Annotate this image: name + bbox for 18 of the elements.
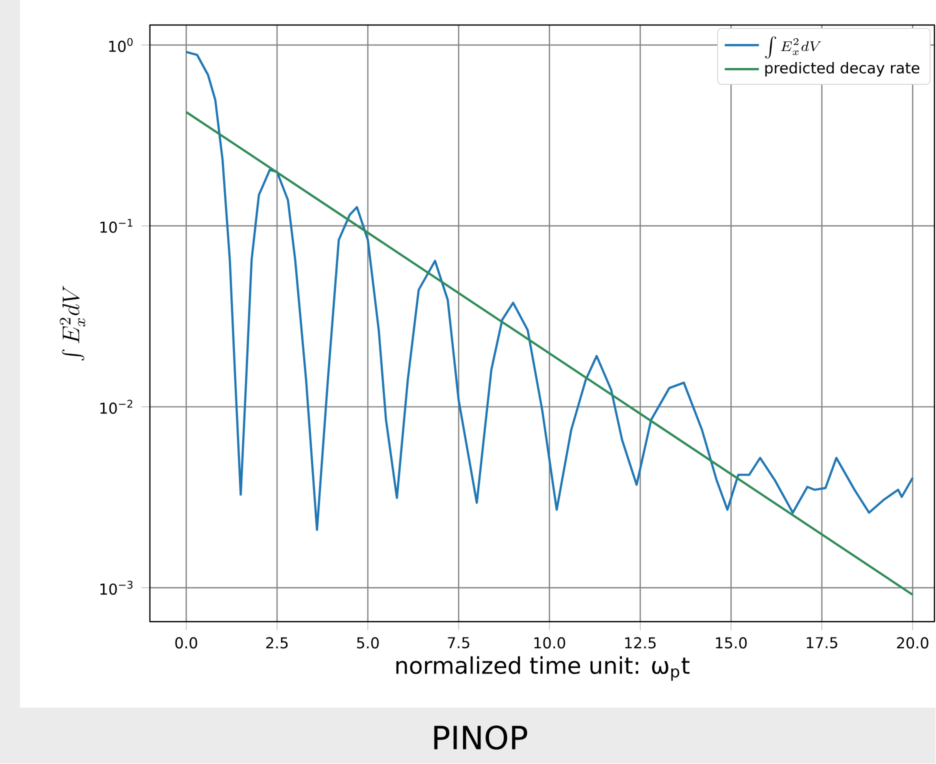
x-axis-title: normalized time unit: ω$_{p}$t <box>396 656 690 681</box>
legend-label: predicted decay rate <box>765 62 920 77</box>
x-tick-label: 7.5 <box>448 637 470 649</box>
y-tick-label: 10$^{−1}$ <box>100 219 132 234</box>
y-tick-label: 10$^{−2}$ <box>100 400 132 414</box>
x-tick-label: 12.5 <box>625 637 656 649</box>
y-tick-label: 10$^{0}$ <box>109 38 133 52</box>
text: PINOP <box>434 726 528 750</box>
y-tick-label: 10$^{−3}$ <box>100 580 132 596</box>
x-tick-label: 17.5 <box>806 637 838 649</box>
x-tick-label: 5.0 <box>357 637 379 649</box>
x-tick-label: 20.0 <box>897 637 928 649</box>
x-tick-label: 10.0 <box>534 637 566 649</box>
y-axis-title: $\int E_x^2 dV$ <box>60 286 86 361</box>
x-tick-label: 0.0 <box>175 637 198 649</box>
legend-label: $\int E_x^2 dV$ <box>765 36 822 59</box>
x-tick-label: 15.0 <box>716 637 747 649</box>
x-tick-label: 2.5 <box>266 637 288 649</box>
